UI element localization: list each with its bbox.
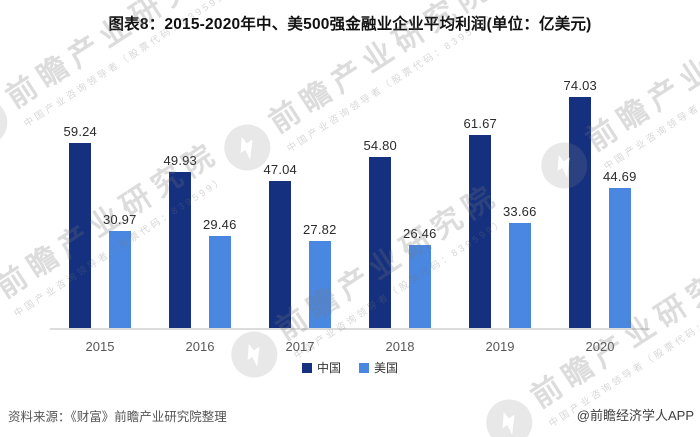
bar-group: 47.04 27.82 2017 [250,80,350,356]
source-text: 资料来源：《财富》前瞻产业研究院整理 [8,410,227,424]
qianzhan-bolt-icon [477,390,542,437]
chart-title: 图表8：2015-2020年中、美500强金融业企业平均利润(单位：亿美元) [108,16,592,33]
legend-swatch-china-icon [301,362,312,373]
bar-中国-2018 [369,157,392,328]
credit-text: @前瞻经济学人APP [576,408,694,423]
bar-group: 54.80 26.46 2018 [350,80,450,356]
bar-中国-2015 [69,143,92,328]
bar-美国-2020 [608,188,631,328]
bar-中国-2020 [569,97,592,328]
bar-wrap: 30.97 [103,212,137,328]
bar-美国-2019 [508,223,531,328]
x-axis-label: 2015 [85,339,115,354]
bar-wrap: 47.04 [263,162,297,328]
bar-美国-2015 [108,231,131,328]
legend-item-us: 美国 [359,359,398,376]
bar-value-label: 47.04 [263,162,297,177]
bar-value-label: 44.69 [603,169,637,184]
x-axis-label: 2019 [485,339,515,354]
x-axis-label: 2018 [385,339,415,354]
bar-wrap: 54.80 [363,138,397,328]
bar-wrap: 33.66 [503,204,537,328]
bar-美国-2017 [308,241,331,328]
bar-value-label: 29.46 [203,217,237,232]
bar-value-label: 49.93 [163,153,197,168]
bar-wrap: 27.82 [303,222,337,328]
plot-area: 59.24 30.97 2015 49.93 29.46 2016 47.04 27.82 20… [50,78,650,356]
bar-value-label: 54.80 [363,138,397,153]
bar-美国-2018 [408,245,431,328]
bar-wrap: 74.03 [563,78,597,328]
bar-wrap: 26.46 [403,226,437,328]
x-axis-label: 2017 [285,339,315,354]
bar-wrap: 61.67 [463,116,497,328]
legend-label-china: 中国 [316,361,341,375]
bar-美国-2016 [208,236,231,328]
bar-中国-2016 [169,172,192,328]
bar-value-label: 33.66 [503,204,537,219]
bar-value-label: 26.46 [403,226,437,241]
legend-swatch-us-icon [359,362,369,373]
bar-value-label: 74.03 [563,78,597,93]
x-axis-label: 2016 [185,339,215,354]
bar-group: 61.67 33.66 2019 [450,80,550,356]
bar-value-label: 30.97 [103,212,137,227]
legend-item-china: 中国 [301,359,341,376]
bar-wrap: 49.93 [163,153,197,328]
chart-legend: 中国 美国 [0,359,700,376]
bar-group: 59.24 30.97 2015 [50,80,150,356]
bar-value-label: 61.67 [463,116,497,131]
legend-label-us: 美国 [374,361,399,375]
bar-group: 74.03 44.69 2020 [550,78,650,356]
bar-中国-2019 [469,135,492,328]
bar-wrap: 44.69 [603,169,637,328]
x-axis-label: 2020 [585,339,615,354]
bar-value-label: 27.82 [303,222,337,237]
bar-wrap: 59.24 [63,124,97,328]
qianzhan-bolt-icon [0,90,17,155]
bar-group: 49.93 29.46 2016 [150,80,250,356]
bar-wrap: 29.46 [203,217,237,328]
qianzhan-bolt-icon [0,280,7,345]
bar-value-label: 59.24 [63,124,97,139]
bar-中国-2017 [269,181,292,328]
